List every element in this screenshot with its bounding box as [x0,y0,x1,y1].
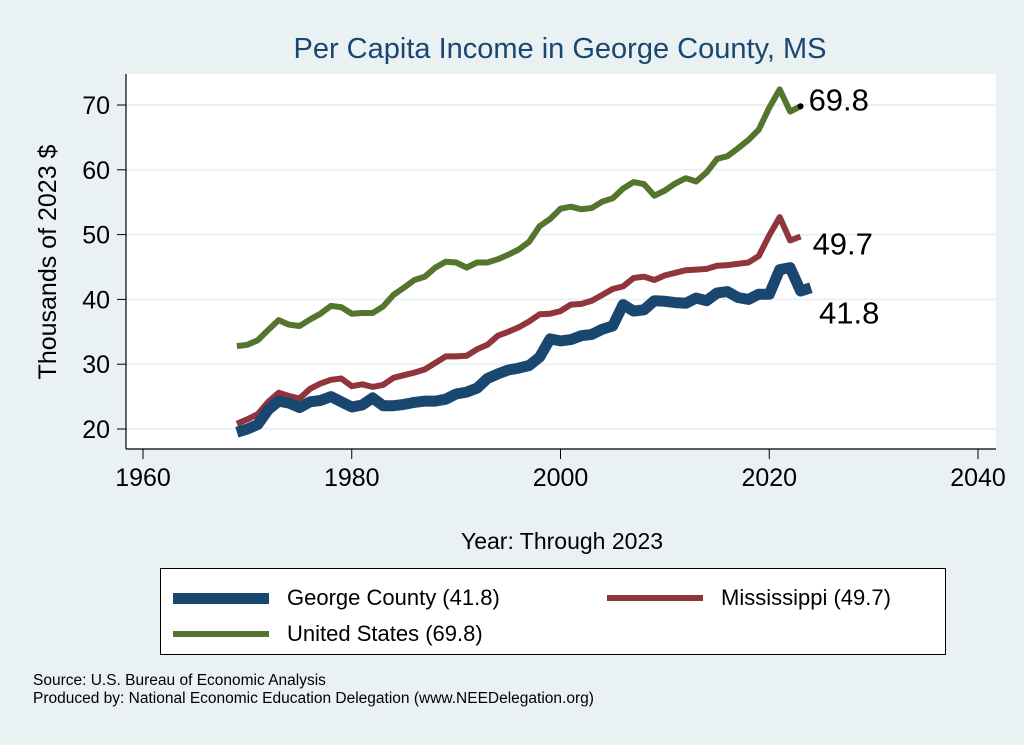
x-tick-label: 2040 [950,464,1006,492]
x-axis-label: Year: Through 2023 [461,528,663,554]
end-label-mississippi: 49.7 [813,227,873,262]
series-line-george [235,262,813,438]
series-line-mississippi [235,214,802,427]
end-marker-us [797,103,804,110]
y-tick-label: 40 [82,286,110,314]
y-tick-label: 30 [82,351,110,379]
legend-label-mississippi: Mississippi (49.7) [721,585,891,610]
legend-swatch-george [173,592,269,604]
x-tick-label: 2020 [741,464,797,492]
y-tick-label: 70 [82,92,110,120]
x-tick-label: 1960 [115,464,171,492]
x-tick-label: 1980 [324,464,380,492]
legend: George County (41.8) Mississippi (49.7) … [160,568,946,655]
series-line-us [236,86,802,350]
y-axis-label: Thousands of 2023 $ [34,144,62,379]
y-tick-label: 50 [82,222,110,250]
plot-area [126,74,996,449]
legend-item-us: United States (69.8) [173,621,483,647]
chart-svg: Per Capita Income in George County, MS 6… [34,33,1006,554]
legend-item-george: George County (41.8) [173,585,500,611]
legend-item-mississippi: Mississippi (49.7) [607,585,891,611]
y-tick-label: 60 [82,157,110,185]
legend-swatch-us [173,631,269,637]
legend-swatch-mississippi [607,595,703,601]
source-note: Source: U.S. Bureau of Economic Analysis [33,672,326,689]
end-label-george: 41.8 [819,296,879,331]
y-tick-label: 20 [82,416,110,444]
x-tick-label: 2000 [533,464,589,492]
end-label-us: 69.8 [809,82,869,117]
producer-note: Produced by: National Economic Education… [33,690,594,707]
legend-label-george: George County (41.8) [287,585,500,610]
legend-label-us: United States (69.8) [287,621,483,646]
chart-title: Per Capita Income in George County, MS [294,33,827,65]
